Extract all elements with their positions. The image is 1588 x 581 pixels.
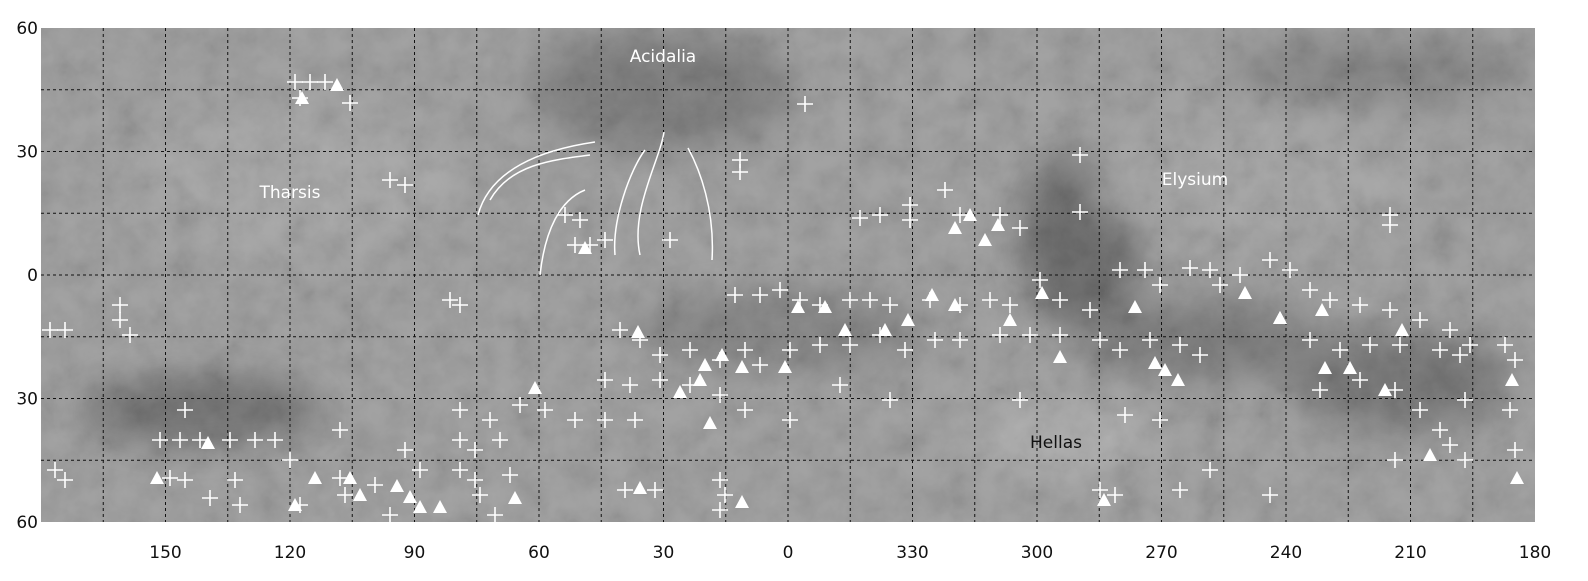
y-axis-label: 60: [16, 513, 38, 533]
y-axis-label: 60: [16, 19, 38, 39]
region-label: Elysium: [1162, 170, 1228, 190]
x-axis-label: 60: [528, 543, 550, 563]
x-axis-label: 210: [1394, 543, 1426, 563]
x-axis-label: 300: [1021, 543, 1053, 563]
x-axis-label: 240: [1270, 543, 1302, 563]
x-axis-label: 90: [404, 543, 426, 563]
region-label: Acidalia: [630, 47, 696, 67]
region-label: Hellas: [1030, 433, 1082, 453]
region-label: Tharsis: [258, 183, 320, 203]
y-axis-label: 30: [16, 143, 38, 163]
page: {"map": { "y_axis_labels": ["60", "30", …: [0, 0, 1588, 577]
x-axis-label: 30: [653, 543, 675, 563]
y-axis-label: 0: [27, 266, 38, 286]
x-axis-label: 0: [783, 543, 794, 563]
x-axis-label: 120: [274, 543, 306, 563]
x-axis-label: 270: [1145, 543, 1177, 563]
mars-map: Acidalia Tharsis Elysium Hellas 60300306…: [0, 0, 1588, 577]
y-axis-label: 30: [16, 390, 38, 410]
x-axis-label: 330: [896, 543, 928, 563]
x-axis-label: 150: [149, 543, 181, 563]
x-axis-label: 180: [1519, 543, 1551, 563]
